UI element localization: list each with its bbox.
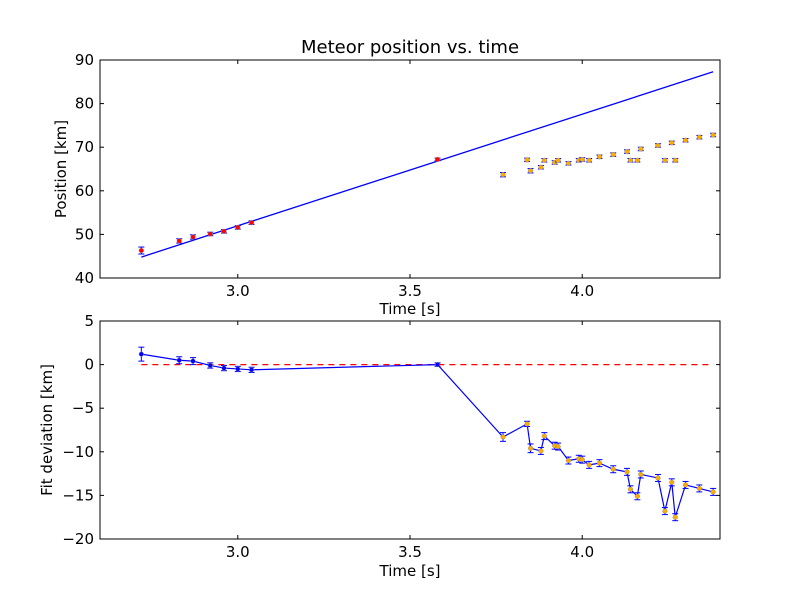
deviation-series-line	[141, 353, 714, 518]
deviation-x-tick-label: 3.5	[398, 543, 422, 561]
data-point	[579, 457, 585, 463]
deviation-y-axis-label: Fit deviation [km]	[38, 364, 56, 496]
data-point	[538, 164, 544, 170]
deviation-y-tick-label: 5	[84, 312, 94, 330]
data-point	[696, 485, 702, 491]
data-point	[524, 421, 530, 427]
data-point	[655, 475, 661, 481]
position-x-axis-label: Time [s]	[379, 300, 441, 318]
data-point	[249, 367, 255, 373]
deviation-axes-frame	[99, 320, 721, 540]
data-point	[610, 152, 616, 158]
chart-title: Meteor position vs. time	[301, 37, 519, 58]
data-point	[579, 156, 585, 162]
data-point	[662, 508, 668, 514]
position-x-tick-label: 4.0	[570, 282, 594, 300]
data-point	[235, 366, 241, 372]
data-point	[683, 482, 689, 488]
data-point	[638, 471, 644, 478]
data-point	[638, 146, 644, 152]
data-point	[555, 157, 561, 163]
deviation-x-ticks: 3.0 3.5 4.0	[226, 321, 594, 561]
data-point	[634, 493, 640, 499]
data-point	[669, 479, 675, 485]
position-y-tick-label: 70	[75, 138, 94, 156]
position-y-tick-label: 40	[75, 269, 94, 287]
position-x-tick-label: 3.5	[398, 282, 422, 300]
deviation-y-tick-label: −20	[62, 530, 94, 548]
data-point	[541, 157, 547, 163]
data-point	[435, 362, 441, 368]
data-point	[538, 448, 544, 454]
data-point	[662, 157, 668, 163]
data-point	[586, 157, 592, 163]
data-point	[627, 157, 633, 163]
data-point	[190, 358, 196, 364]
data-point	[710, 489, 716, 495]
deviation-y-tick-label: −5	[72, 399, 94, 417]
data-point	[710, 132, 716, 138]
data-point	[235, 224, 241, 230]
data-point	[221, 228, 227, 234]
data-point	[669, 140, 675, 146]
position-x-ticks: 3.0 3.5 4.0	[226, 60, 594, 300]
data-point	[138, 247, 144, 254]
data-point	[176, 357, 182, 363]
data-point	[555, 444, 561, 450]
data-point	[655, 142, 661, 149]
data-point	[596, 460, 602, 466]
data-point	[435, 156, 441, 162]
data-point	[249, 220, 255, 226]
data-point	[586, 462, 592, 468]
data-point	[524, 157, 530, 163]
position-plot-area	[138, 71, 717, 258]
data-point	[565, 457, 571, 464]
position-y-tick-label: 50	[75, 225, 94, 243]
deviation-y-tick-label: −10	[62, 443, 94, 461]
data-point	[624, 149, 630, 155]
position-x-tick-label: 3.0	[226, 282, 250, 300]
data-point	[596, 154, 602, 160]
data-point	[176, 238, 182, 244]
data-point	[627, 486, 633, 492]
data-point	[624, 469, 630, 475]
data-point	[207, 362, 213, 369]
data-point	[696, 134, 702, 140]
data-point	[565, 160, 571, 166]
position-y-tick-label: 90	[75, 51, 94, 69]
position-y-tick-label: 80	[75, 95, 94, 113]
deviation-y-tick-label: −15	[62, 486, 94, 504]
position-panel: Meteor position vs. time 3.0 3.5 4.0 40 50 6…	[52, 37, 721, 318]
position-axes-frame	[99, 59, 721, 279]
data-point	[672, 514, 678, 520]
data-point	[221, 365, 227, 371]
position-y-ticks: 40 50 60 70 80 90	[75, 51, 720, 287]
data-point	[138, 351, 144, 357]
data-point	[500, 434, 506, 440]
deviation-y-tick-label: 0	[84, 356, 94, 374]
deviation-y-ticks: −20 −15 −10 −5 0 5	[62, 312, 720, 548]
data-point	[541, 433, 547, 439]
deviation-x-tick-label: 3.0	[226, 543, 250, 561]
deviation-plot-area	[138, 346, 717, 522]
data-point	[500, 172, 506, 178]
deviation-panel: 3.0 3.5 4.0 −20 −15 −10 −5 0 5 Time [s] Fit dev…	[38, 312, 721, 580]
data-point	[683, 137, 689, 143]
position-y-tick-label: 60	[75, 182, 94, 200]
data-point	[634, 157, 640, 163]
deviation-x-axis-label: Time [s]	[379, 562, 441, 580]
data-point	[190, 234, 196, 240]
data-point	[672, 157, 678, 163]
fit-line	[141, 71, 714, 258]
position-y-axis-label: Position [km]	[52, 120, 70, 218]
data-point	[610, 466, 616, 472]
deviation-x-tick-label: 4.0	[570, 543, 594, 561]
data-point	[528, 168, 534, 174]
data-point	[207, 231, 213, 237]
data-point	[528, 445, 534, 451]
